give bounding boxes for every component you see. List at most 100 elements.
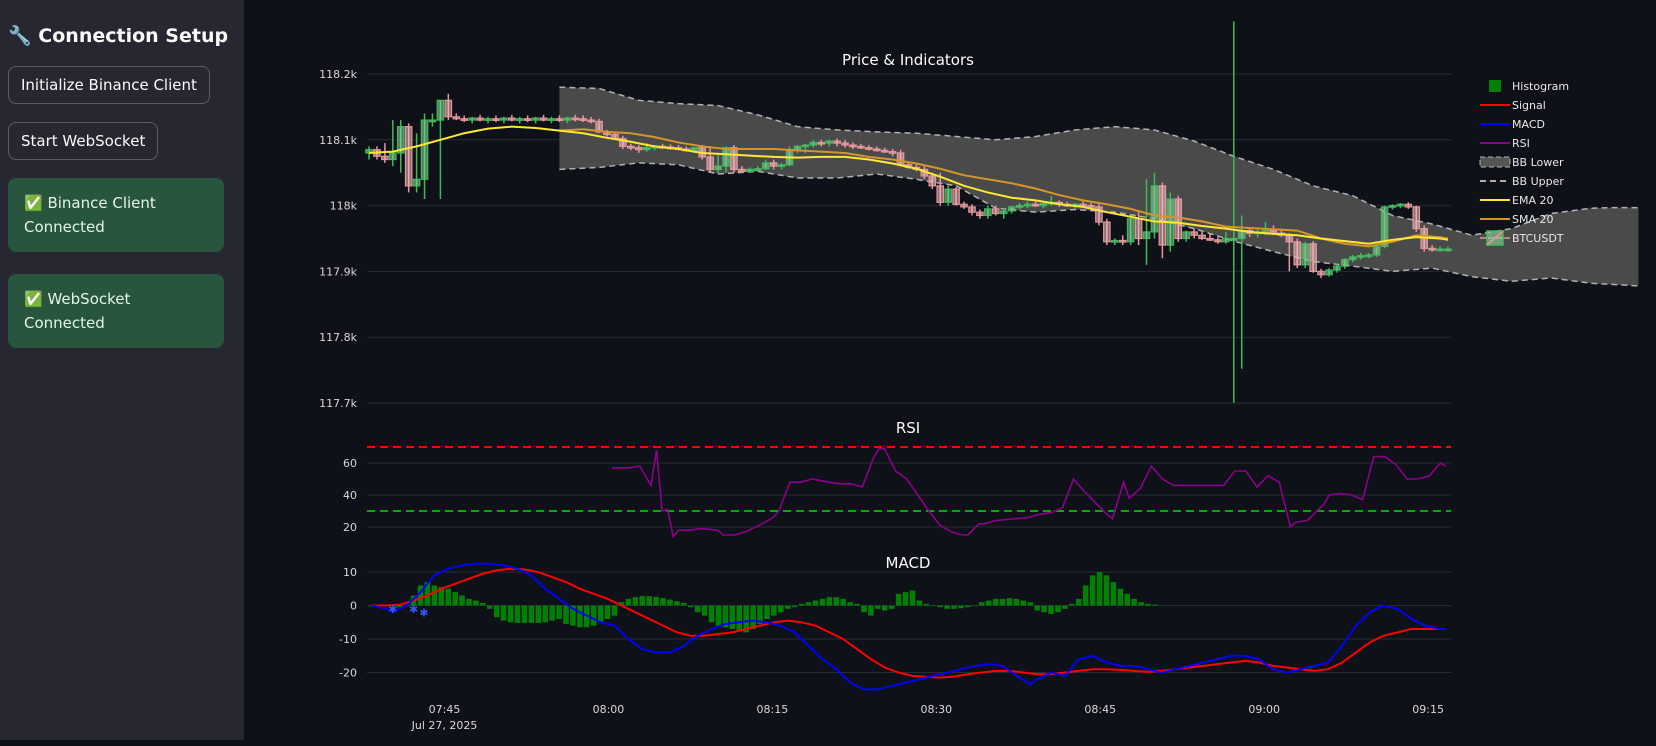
candle-body [968, 206, 976, 213]
candle-body [999, 210, 1008, 215]
candle-body [436, 99, 445, 121]
candle-body [841, 142, 849, 146]
candle-body [1198, 234, 1206, 240]
candle-body [872, 148, 881, 152]
candle-body [769, 162, 778, 167]
candle-body [531, 117, 540, 121]
candle-body [730, 147, 738, 171]
macd-histogram-bar [819, 598, 826, 606]
y-tick-label: 118.1k [319, 134, 357, 147]
macd-histogram-bar [459, 595, 465, 606]
candle-body [523, 118, 532, 121]
legend-swatch-btcusdt-diag [1486, 230, 1504, 246]
macd-histogram-bar [1062, 605, 1068, 609]
macd-histogram-bar [1082, 585, 1089, 606]
candle-body [500, 117, 508, 121]
x-tick-label: 08:15 [757, 703, 789, 716]
candle-body [1436, 248, 1444, 252]
sidebar: 🔧 Connection Setup Initialize Binance Cl… [0, 0, 244, 740]
candle-body [1150, 185, 1159, 233]
candle-body [738, 168, 746, 172]
macd-histogram-bar [930, 605, 937, 607]
candle-body [1142, 231, 1151, 240]
macd-histogram-bar [1124, 593, 1131, 606]
macd-histogram-bar [854, 603, 860, 606]
macd-histogram-bar [902, 592, 909, 606]
candle-body [928, 175, 937, 187]
rsi-line [612, 447, 1447, 539]
start-websocket-button[interactable]: Start WebSocket [8, 122, 159, 160]
macd-histogram-bar [1020, 600, 1027, 606]
macd-histogram-bar [542, 605, 548, 623]
bb-lower-line [559, 162, 1639, 287]
macd-histogram-bar [424, 582, 431, 606]
candle-body [714, 165, 722, 171]
candle-body [1126, 218, 1135, 243]
macd-histogram-bar [667, 599, 673, 606]
macd-histogram-bar [1041, 605, 1047, 613]
candle-body [1325, 269, 1333, 276]
candle-body [991, 208, 1000, 215]
macd-star-icon: ✱ [409, 603, 418, 616]
macd-histogram-bar [881, 605, 888, 611]
macd-histogram-bar [632, 597, 639, 606]
candle-body [476, 117, 484, 121]
macd-histogram-bar [473, 600, 479, 606]
candle-body [1412, 206, 1421, 230]
macd-histogram-bar [1055, 605, 1061, 613]
subplot-title: MACD [886, 554, 931, 572]
macd-histogram-bar [521, 605, 528, 623]
y-tick-label: 0 [350, 600, 357, 613]
macd-histogram-bar [985, 600, 992, 606]
macd-histogram-bar [1152, 604, 1158, 606]
macd-histogram-bar [999, 598, 1006, 606]
candle-body [1031, 203, 1040, 207]
candle-body [492, 118, 500, 121]
candle-body [1404, 203, 1413, 208]
candle-body [1039, 203, 1048, 207]
candle-body [936, 185, 945, 203]
macd-histogram-bar [611, 605, 618, 616]
macd-histogram-bar [736, 605, 743, 631]
macd-histogram-bar [681, 602, 687, 606]
initialize-binance-client-button[interactable]: Initialize Binance Client [8, 66, 210, 104]
macd-histogram-bar [625, 598, 632, 606]
y-tick-label: -10 [339, 633, 357, 646]
macd-histogram-bar [972, 605, 978, 607]
macd-histogram-bar [771, 605, 777, 616]
macd-histogram-bar [1013, 598, 1020, 606]
macd-histogram-bar [417, 585, 424, 606]
candle-body [428, 119, 437, 123]
macd-histogram-bar [431, 585, 438, 606]
macd-histogram-bar [778, 605, 784, 613]
candle-body [1095, 206, 1103, 223]
candle-body [389, 152, 397, 161]
candle-body [944, 188, 952, 203]
macd-histogram-bar [805, 602, 812, 606]
sidebar-title: 🔧 Connection Setup [8, 24, 238, 47]
x-date-label: Jul 27, 2025 [411, 719, 478, 732]
x-tick-label: 08:30 [920, 703, 952, 716]
macd-histogram-bar [1006, 598, 1013, 606]
legend-label: RSI [1512, 137, 1530, 150]
macd-histogram-bar [646, 596, 652, 606]
macd-histogram-bar [535, 605, 542, 623]
bb-fill [559, 87, 1639, 286]
candle-body [396, 126, 405, 154]
candle-body [452, 116, 461, 120]
macd-histogram-bar [1069, 603, 1075, 606]
macd-histogram-bar [604, 605, 611, 619]
candle-body [817, 141, 826, 145]
candle-body [1396, 203, 1405, 207]
macd-histogram-bar [708, 605, 715, 623]
candle-body [1182, 231, 1190, 240]
macd-histogram-bar [445, 588, 451, 606]
macd-histogram-bar [729, 605, 736, 629]
candle-body [508, 117, 516, 121]
macd-histogram-bar [438, 587, 445, 606]
wrench-icon: 🔧 [8, 25, 32, 47]
subplot-title: RSI [896, 419, 920, 437]
candle-body [1317, 270, 1325, 276]
macd-histogram-bar [791, 605, 798, 608]
